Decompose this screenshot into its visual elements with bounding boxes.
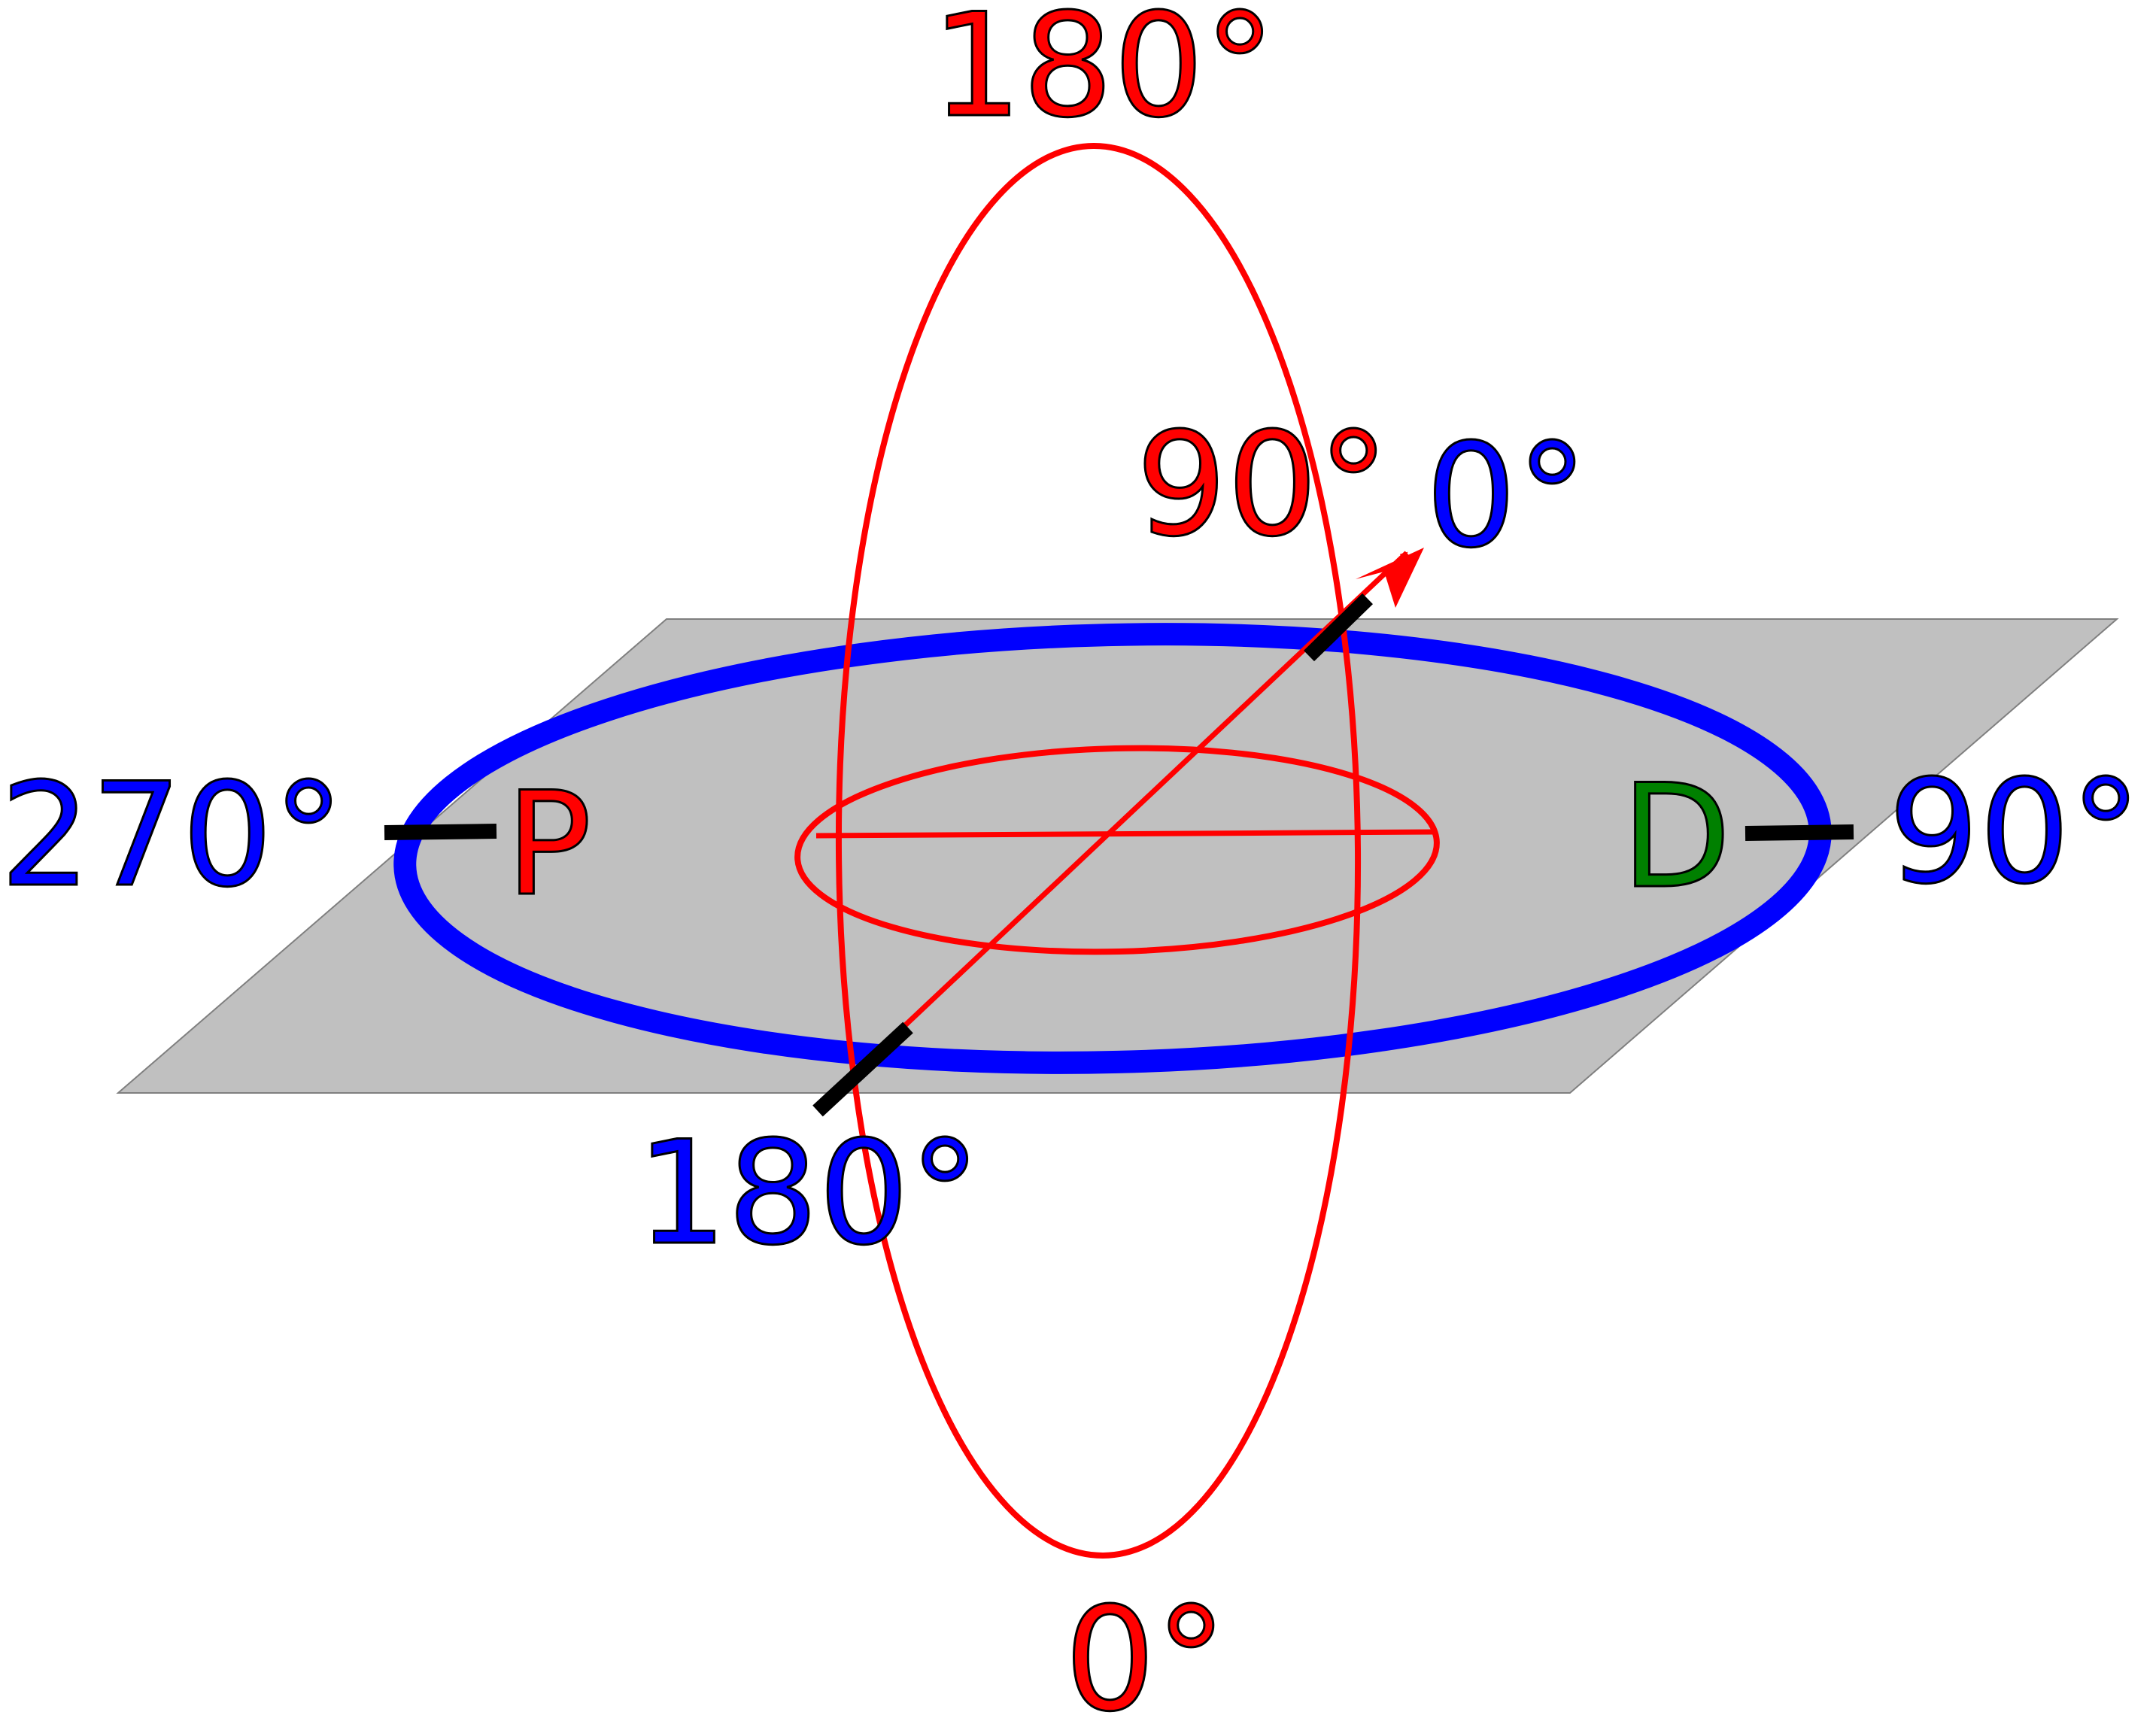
distal-label: D xyxy=(1621,754,1731,920)
direction-arrow xyxy=(821,551,1409,1104)
inner-horizontal-ring xyxy=(794,745,1440,955)
elevation-bottom-label: 0° xyxy=(1064,1577,1227,1715)
elevation-top-label: 180° xyxy=(931,0,1276,149)
marker-270deg xyxy=(384,824,497,840)
elevation-90-label: 90° xyxy=(1136,402,1389,568)
marker-90deg xyxy=(1745,824,1854,841)
marker-0deg xyxy=(1304,593,1373,662)
marker-180deg xyxy=(812,1021,913,1117)
elevation-ring xyxy=(835,143,1362,1559)
azimuth-180-label: 180° xyxy=(636,1110,981,1276)
azimuth-270-label: 270° xyxy=(0,752,345,918)
proximal-label: P xyxy=(506,761,592,927)
azimuth-0-label: 0° xyxy=(1426,413,1588,579)
arrowhead-icon xyxy=(1356,548,1424,608)
horizontal-axis-line xyxy=(815,829,1438,839)
azimuth-90-label: 90° xyxy=(1888,749,2142,915)
horizontal-plane xyxy=(116,618,2119,1094)
